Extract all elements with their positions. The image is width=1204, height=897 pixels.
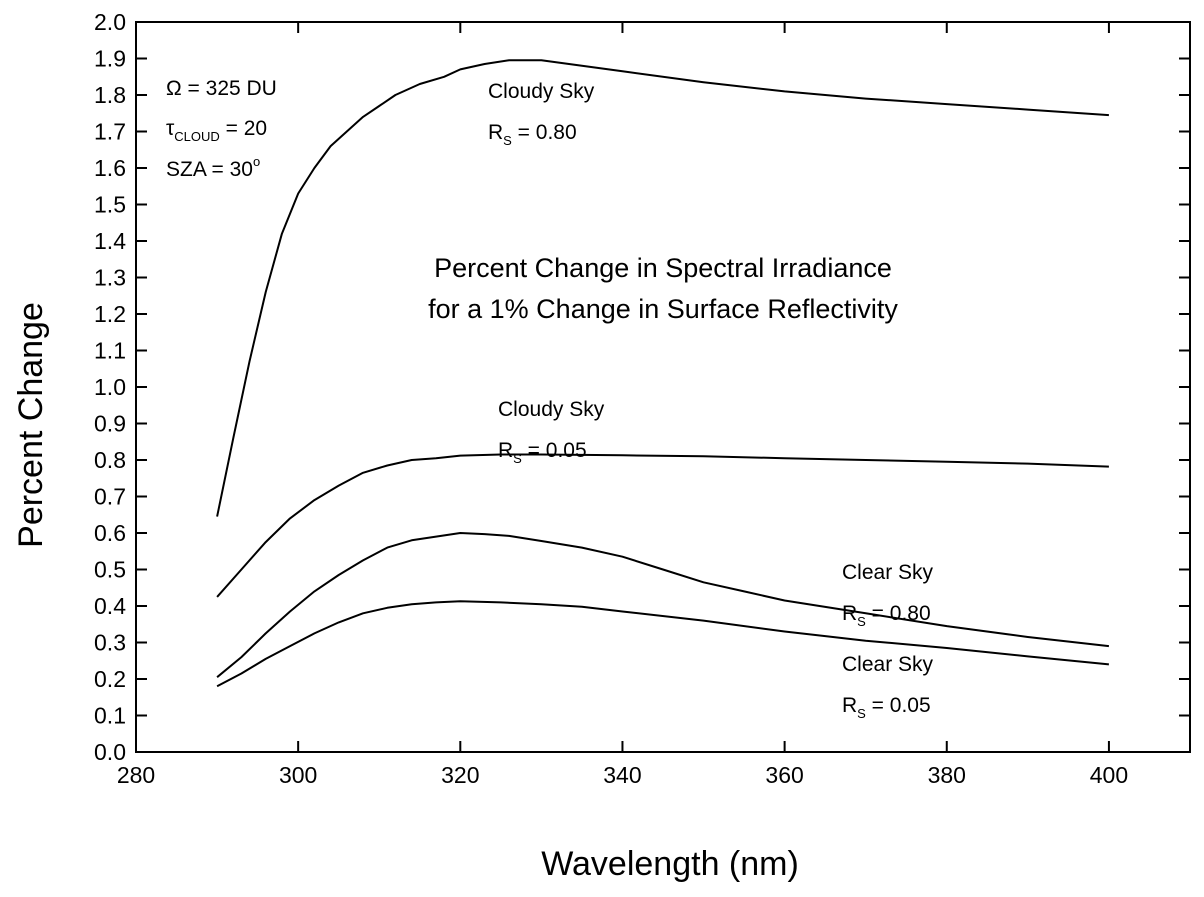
series-line-0: [216, 59, 1109, 517]
y-tick-label: 2.0: [94, 9, 126, 35]
series-lines: [216, 59, 1110, 688]
series-label-cloudy-005: Cloudy Sky: [498, 398, 605, 421]
series-line-2: [216, 532, 1110, 678]
axis-ticks: 280 300 320 340 360 380 400 0.0 0.1 0.2 0.3 0.4 0.5 0…: [94, 9, 1190, 788]
y-tick-label: 0.6: [94, 520, 126, 546]
y-tick-label: 0.5: [94, 557, 126, 583]
series-line-3: [216, 600, 1109, 688]
y-tick-label: 1.4: [94, 228, 126, 254]
sza-superscript: o: [253, 154, 260, 169]
tau-value: = 20: [220, 117, 267, 140]
chart-title-line-1: Percent Change in Spectral Irradiance: [434, 253, 892, 283]
y-tick-label: 0.0: [94, 739, 126, 765]
y-tick-label: 0.9: [94, 411, 126, 437]
tau-annotation: τCLOUD = 20: [166, 117, 267, 144]
x-tick-label: 360: [765, 762, 803, 788]
y-tick-label: 0.8: [94, 447, 126, 473]
ozone-value: = 325 DU: [182, 77, 277, 100]
ozone-annotation: Ω = 325 DU: [166, 77, 277, 100]
sza-annotation: SZA = 30o: [166, 154, 260, 181]
y-tick-label: 0.1: [94, 703, 126, 729]
y-tick-label: 1.6: [94, 155, 126, 181]
plot-frame: [135, 21, 1191, 753]
y-tick-label: 0.4: [94, 593, 126, 619]
y-tick-label: 0.3: [94, 630, 126, 656]
tau-subscript: CLOUD: [174, 129, 220, 144]
y-tick-label: 0.7: [94, 484, 126, 510]
plot-area-border: [135, 21, 1191, 753]
y-tick-label: 1.8: [94, 82, 126, 108]
series-rs-clear-005: RS = 0.05: [842, 694, 931, 721]
y-tick-label: 1.2: [94, 301, 126, 327]
series-label-clear-080: Clear Sky: [842, 561, 934, 584]
y-tick-label: 1.0: [94, 374, 126, 400]
y-tick-label: 1.3: [94, 265, 126, 291]
chart-title-line-2: for a 1% Change in Surface Reflectivity: [428, 294, 898, 324]
y-tick-label: 1.7: [94, 119, 126, 145]
y-tick-label: 1.9: [94, 46, 126, 72]
x-tick-label: 300: [279, 762, 317, 788]
x-axis-title: Wavelength (nm): [541, 845, 799, 883]
x-tick-label: 400: [1090, 762, 1128, 788]
y-tick-label: 0.2: [94, 666, 126, 692]
y-tick-label: 1.5: [94, 192, 126, 218]
sza-text: SZA = 30: [166, 158, 253, 181]
x-tick-label: 320: [441, 762, 479, 788]
x-tick-label: 340: [603, 762, 641, 788]
series-line-1: [216, 453, 1109, 598]
x-tick-label: 380: [928, 762, 966, 788]
series-rs-cloudy-005: RS = 0.05: [498, 439, 587, 466]
y-axis-title: Percent Change: [12, 302, 50, 548]
series-label-cloudy-080: Cloudy Sky: [488, 80, 595, 103]
series-label-clear-005: Clear Sky: [842, 653, 934, 676]
x-tick-label: 280: [117, 762, 155, 788]
tau-symbol: τ: [166, 117, 175, 140]
series-rs-cloudy-080: RS = 0.80: [488, 121, 577, 148]
y-tick-label: 1.1: [94, 338, 126, 364]
ozone-symbol: Ω: [166, 77, 182, 100]
series-rs-clear-080: RS = 0.80: [842, 602, 931, 629]
